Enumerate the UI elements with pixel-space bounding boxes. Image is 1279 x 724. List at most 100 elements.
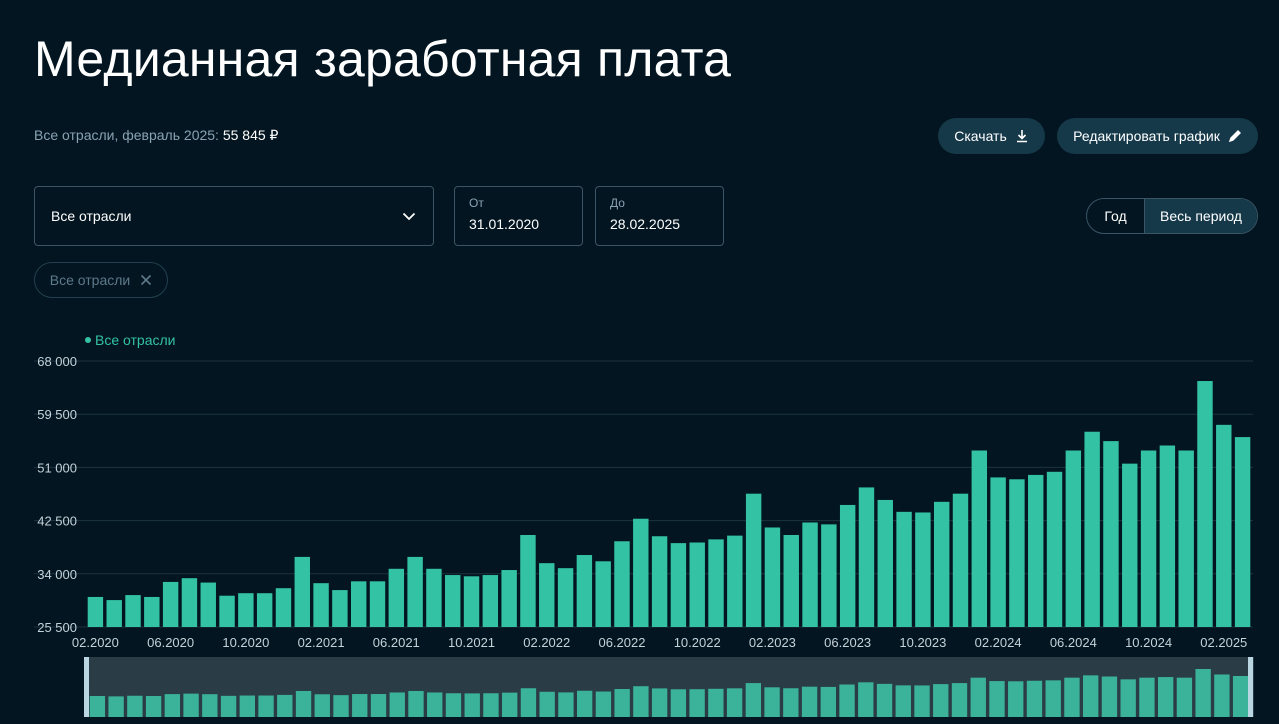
navigator-bar	[539, 691, 555, 717]
bar	[933, 501, 950, 627]
industry-select-value: Все отрасли	[51, 208, 132, 224]
x-tick-label: 02.2025	[1200, 635, 1247, 650]
bar	[520, 534, 536, 627]
download-label: Скачать	[954, 128, 1007, 144]
bar	[125, 595, 141, 627]
x-tick-label: 06.2023	[824, 635, 871, 650]
navigator-bar	[708, 688, 724, 717]
edit-chart-button[interactable]: Редактировать график	[1057, 118, 1258, 154]
navigator-bar	[108, 696, 124, 717]
bar	[952, 493, 969, 627]
x-tick-label: 06.2020	[147, 635, 194, 650]
bar	[689, 542, 705, 627]
date-from-label: От	[469, 196, 484, 210]
bar	[764, 527, 781, 627]
bar	[821, 524, 837, 627]
y-tick-label: 42 500	[37, 514, 77, 529]
filter-chip[interactable]: Все отрасли	[34, 262, 168, 298]
bar	[1140, 450, 1157, 627]
pencil-icon	[1228, 130, 1241, 143]
navigator-bar	[783, 688, 799, 717]
bar	[426, 568, 442, 627]
legend-dot	[85, 337, 91, 343]
x-tick-label: 10.2022	[674, 635, 721, 650]
bar	[839, 504, 856, 627]
x-tick-label: 06.2021	[373, 635, 420, 650]
navigator-bar	[764, 687, 780, 717]
summary-line: Все отрасли, февраль 2025: 55 845 ₽	[34, 127, 278, 144]
industry-select[interactable]: Все отрасли	[34, 186, 434, 246]
x-tick-label: 10.2023	[899, 635, 946, 650]
bar	[294, 556, 310, 627]
date-to-value: 28.02.2025	[610, 216, 681, 232]
navigator-bar	[989, 681, 1005, 717]
bar	[445, 575, 461, 627]
navigator-bar	[876, 683, 893, 717]
bar	[802, 522, 818, 627]
navigator-bar	[1083, 675, 1099, 717]
navigator-bar	[164, 694, 181, 717]
navigator-bar	[445, 693, 462, 717]
bar	[670, 543, 687, 627]
bar	[727, 535, 743, 627]
bar	[595, 561, 611, 627]
navigator-bar	[689, 689, 705, 717]
navigator-bar	[1157, 677, 1174, 717]
y-tick-label: 68 000	[37, 354, 77, 369]
navigator-bar	[951, 683, 968, 717]
bar	[350, 581, 367, 627]
download-button[interactable]: Скачать	[938, 118, 1045, 154]
range-handle-right[interactable]	[1248, 657, 1253, 717]
date-from-field[interactable]: От 31.01.2020	[454, 186, 583, 246]
navigator-bar	[651, 688, 668, 717]
bar	[1009, 479, 1025, 627]
date-to-label: До	[610, 196, 625, 210]
bar	[1122, 463, 1138, 627]
date-from-value: 31.01.2020	[469, 216, 540, 232]
navigator-bar	[1008, 681, 1024, 717]
legend-label: Все отрасли	[95, 332, 176, 348]
bar	[745, 493, 762, 627]
bar	[858, 487, 875, 627]
navigator-bar	[502, 692, 518, 717]
bar	[256, 593, 273, 627]
range-handle-left[interactable]	[84, 657, 89, 717]
period-year-option[interactable]: Год	[1104, 208, 1127, 224]
period-toggle: Год Весь период	[1086, 198, 1258, 234]
navigator-bar	[801, 686, 818, 717]
download-icon	[1016, 130, 1027, 143]
date-to-field[interactable]: До 28.02.2025	[595, 186, 724, 246]
x-tick-label: 10.2021	[448, 635, 495, 650]
bar	[275, 588, 292, 627]
period-all-option[interactable]: Весь период	[1144, 199, 1257, 233]
bar	[971, 450, 988, 627]
y-tick-label: 51 000	[37, 460, 77, 475]
close-icon[interactable]	[140, 274, 152, 286]
bar	[651, 536, 668, 627]
navigator-bar	[670, 689, 687, 717]
bar	[576, 555, 593, 627]
navigator-bar	[352, 694, 368, 717]
bar	[1028, 474, 1044, 627]
summary-value: 55 845 ₽	[222, 127, 279, 143]
navigator-bar	[145, 695, 162, 717]
navigator-bar	[277, 694, 293, 717]
bar	[1065, 450, 1082, 627]
bar	[144, 596, 160, 627]
y-tick-label: 25 500	[37, 620, 77, 635]
bar	[1084, 431, 1100, 627]
navigator-bar	[314, 694, 330, 717]
bar	[1216, 424, 1232, 627]
bar	[557, 568, 574, 627]
bar	[482, 575, 499, 627]
navigator-bar	[464, 693, 480, 717]
bar	[332, 590, 348, 627]
navigator-bar	[933, 684, 949, 717]
bar	[1178, 450, 1194, 627]
x-tick-label: 10.2024	[1125, 635, 1172, 650]
x-tick-label: 06.2022	[598, 635, 645, 650]
navigator-bar	[483, 693, 499, 717]
x-tick-label: 02.2020	[72, 635, 119, 650]
navigator-bar	[914, 685, 930, 717]
